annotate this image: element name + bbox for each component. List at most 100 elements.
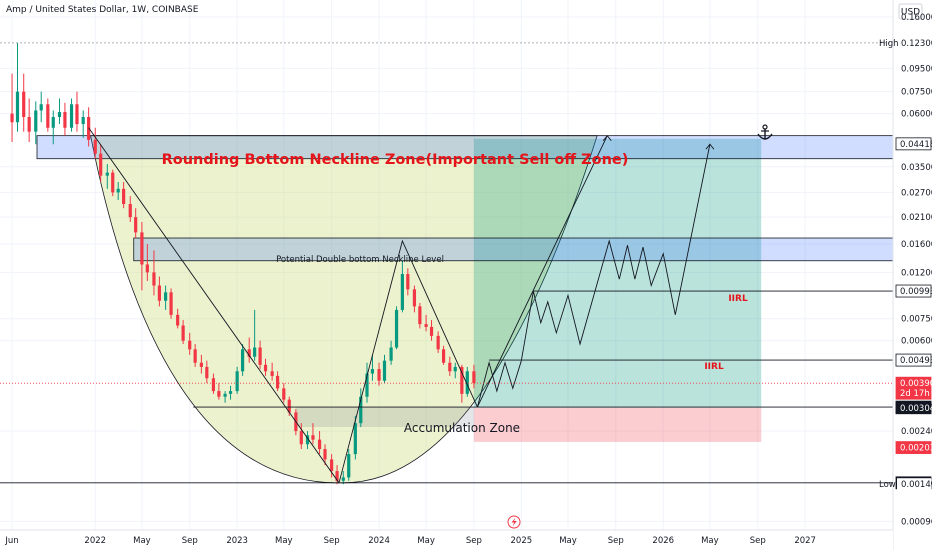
candle-body xyxy=(181,325,185,341)
price-tick-label: 0.00096 xyxy=(901,517,932,527)
arrow-head xyxy=(602,134,612,141)
candle-body xyxy=(169,292,173,315)
time-tick-label: 2024 xyxy=(368,536,390,546)
candle-body xyxy=(370,369,375,374)
time-tick-label: 2027 xyxy=(794,536,816,546)
candle-body xyxy=(46,104,50,128)
candle-body xyxy=(39,104,43,111)
candle-body xyxy=(448,362,452,372)
zigzag-low xyxy=(476,360,522,408)
candle-body xyxy=(116,188,120,193)
candle-body xyxy=(258,347,262,365)
currency-button[interactable] xyxy=(898,3,923,20)
candle-body xyxy=(211,378,216,392)
double-bottom-zone xyxy=(133,237,894,262)
candle-body xyxy=(217,391,221,397)
time-tick-label: 2022 xyxy=(84,536,106,546)
candle-body xyxy=(140,232,144,265)
candlestick-series xyxy=(10,42,476,485)
drawing-zones xyxy=(36,135,894,484)
candle-body xyxy=(205,366,209,379)
price-tag-box xyxy=(895,401,932,415)
price-tag-value: 0.00203 xyxy=(900,444,932,454)
candle-body xyxy=(377,369,381,381)
candle-body xyxy=(228,391,233,394)
stop-box xyxy=(473,407,762,442)
candle-body xyxy=(323,449,327,460)
candle-body xyxy=(193,349,197,363)
candle-body xyxy=(188,340,192,350)
candle-body xyxy=(145,264,149,273)
breakout-line xyxy=(477,135,608,408)
candle-body xyxy=(99,153,103,176)
candle-body xyxy=(15,91,20,123)
candle-body xyxy=(75,104,79,125)
candle-body xyxy=(341,477,345,481)
candle-body xyxy=(199,362,203,367)
candle-body xyxy=(389,347,393,361)
candle-body xyxy=(305,435,310,445)
price-tag-label: Low xyxy=(879,480,896,490)
candle-body xyxy=(424,324,428,327)
time-tick-label: May xyxy=(417,536,435,546)
anchor-icon xyxy=(757,124,773,140)
candle-body xyxy=(122,188,126,205)
candle-body xyxy=(223,393,227,397)
candle-body xyxy=(27,117,31,132)
price-tag-value: 0.04418 xyxy=(900,140,932,150)
candle-body xyxy=(465,371,469,394)
diagonal-down-line xyxy=(88,127,340,484)
candle-body xyxy=(299,431,303,445)
price-tag-label: High xyxy=(879,39,899,49)
candle-body xyxy=(69,104,74,128)
price-tag-countdown: 2d 17h xyxy=(900,389,930,399)
candle-body xyxy=(453,366,457,372)
candle-body xyxy=(400,274,404,310)
candle-body xyxy=(353,423,357,455)
time-tick-label: May xyxy=(133,536,151,546)
candle-body xyxy=(359,396,363,424)
time-tick-label: May xyxy=(701,536,719,546)
candle-body xyxy=(287,399,291,413)
candle-body xyxy=(330,459,334,472)
candle-body xyxy=(263,364,268,372)
price-axis[interactable]: USD xyxy=(892,0,932,550)
price-tag-value: 0.12300 xyxy=(901,39,932,49)
candle-body xyxy=(429,326,434,336)
candle-body xyxy=(412,289,417,307)
time-tick-label: May xyxy=(559,536,577,546)
candle-body xyxy=(472,371,476,384)
time-tick-label: Sep xyxy=(750,536,766,546)
price-tag-box xyxy=(895,137,932,151)
candle-body xyxy=(247,349,251,357)
candle-body xyxy=(51,117,55,128)
candle-body xyxy=(164,292,168,301)
candle-body xyxy=(436,335,440,350)
price-tag-box xyxy=(895,376,932,400)
price-tag-value: 0.00390 xyxy=(900,379,932,389)
lightning-icon[interactable] xyxy=(507,515,521,529)
zigzag-projection xyxy=(520,144,711,361)
candle-body xyxy=(418,306,422,325)
candle-body xyxy=(382,360,387,381)
time-tick-label: Sep xyxy=(466,536,482,546)
price-tag-value: 0.00140 xyxy=(901,480,932,490)
accumulation-zone xyxy=(295,407,474,428)
candle-body xyxy=(270,371,274,376)
time-axis[interactable] xyxy=(0,529,893,550)
candle-body xyxy=(34,110,38,132)
candle-body xyxy=(152,272,156,286)
candle-body xyxy=(282,388,286,400)
